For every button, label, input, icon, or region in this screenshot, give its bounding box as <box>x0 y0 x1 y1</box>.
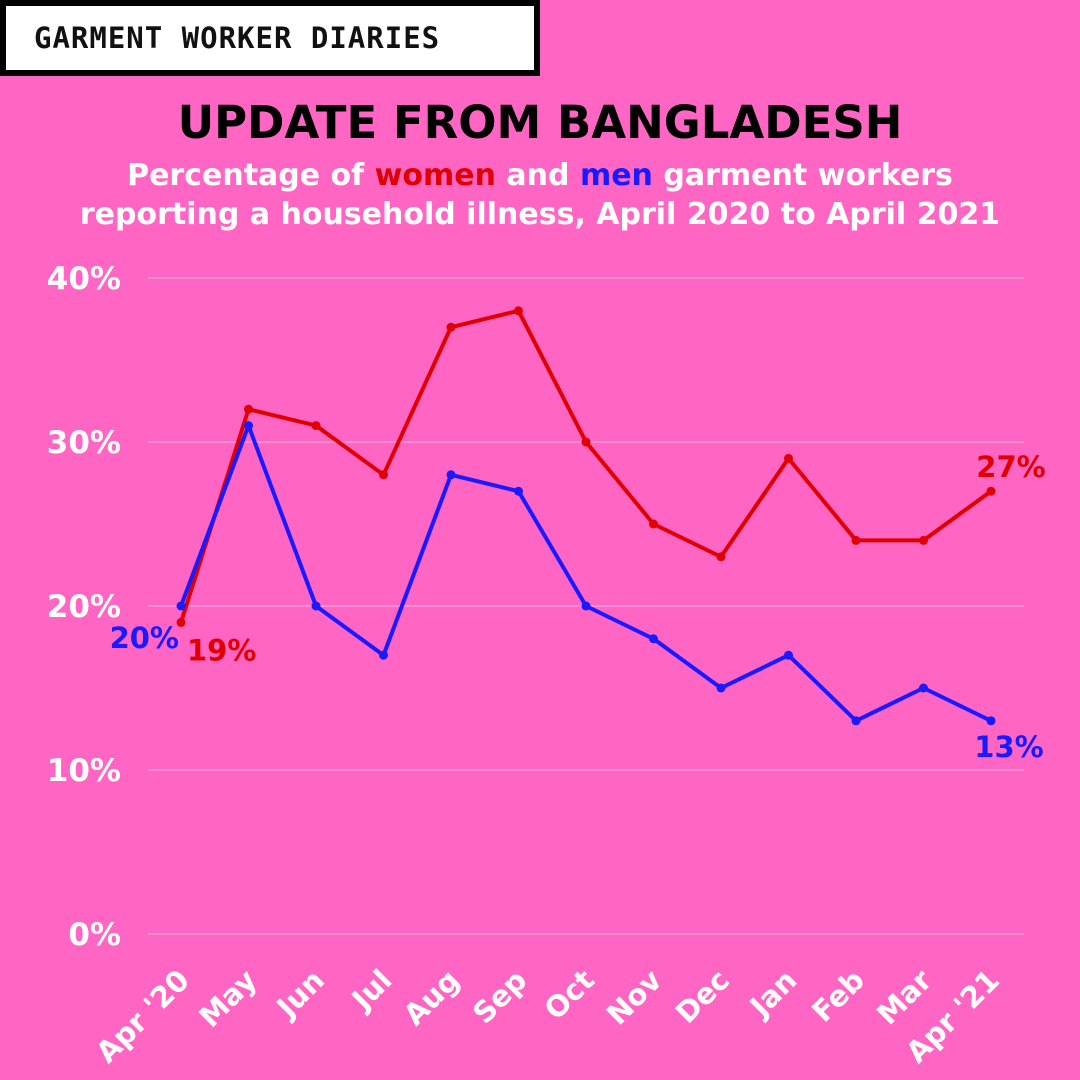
data-point-men <box>446 470 456 480</box>
data-point-men <box>379 650 388 660</box>
data-point-men <box>311 601 321 611</box>
x-tick-label: Jul <box>344 963 399 1018</box>
x-tick-label: Feb <box>805 963 871 1029</box>
data-point-men <box>784 650 793 660</box>
y-tick-label: 10% <box>47 753 121 789</box>
data-label-men: 20% <box>110 621 179 655</box>
data-label-women: 27% <box>976 450 1045 484</box>
data-point-men <box>986 716 996 726</box>
data-point-women <box>176 617 186 627</box>
data-point-women <box>379 470 388 480</box>
data-point-women <box>851 535 861 545</box>
data-point-women <box>986 486 996 496</box>
x-tick-label: May <box>192 963 263 1034</box>
data-point-women <box>784 453 793 463</box>
data-point-women <box>244 404 253 414</box>
data-point-women <box>649 519 658 529</box>
subtitle-men: men <box>579 158 653 193</box>
chart-title: UPDATE FROM BANGLADESH <box>177 96 903 149</box>
y-tick-label: 40% <box>47 261 121 297</box>
data-point-women <box>581 437 591 447</box>
brand-box: GARMENT WORKER DIARIES <box>0 0 540 76</box>
series-line-women <box>179 308 993 625</box>
subtitle-text-1: Percentage of <box>127 158 375 193</box>
data-point-women <box>919 535 928 545</box>
x-tick-label: Jun <box>269 963 331 1025</box>
data-point-men <box>649 634 658 644</box>
subtitle-text-2: and <box>495 158 580 193</box>
x-tick-label: Jan <box>742 963 804 1025</box>
data-point-women <box>514 306 523 316</box>
data-point-men <box>581 601 591 611</box>
data-label-men: 13% <box>974 730 1043 764</box>
data-point-women <box>311 421 321 431</box>
x-tick-label: Dec <box>669 963 736 1030</box>
brand-name: GARMENT WORKER DIARIES <box>34 21 441 55</box>
data-point-women <box>446 322 456 332</box>
data-point-women <box>716 552 726 562</box>
x-tick-label: Nov <box>600 963 669 1032</box>
data-point-men <box>244 421 253 431</box>
series-line-men <box>179 423 993 723</box>
x-tick-label: Oct <box>538 963 602 1027</box>
x-tick-label: Sep <box>466 963 533 1030</box>
y-tick-label: 20% <box>47 589 121 625</box>
data-point-men <box>514 486 523 496</box>
data-point-men <box>851 716 861 726</box>
subtitle-text-3: garment workers <box>652 158 953 193</box>
chart-subtitle: Percentage of women and men garment work… <box>0 156 1080 234</box>
x-tick-label: Apr '20 <box>89 963 196 1070</box>
y-tick-label: 0% <box>68 917 121 953</box>
data-point-men <box>919 683 928 693</box>
data-point-men <box>176 601 186 611</box>
data-point-men <box>716 683 726 693</box>
x-tick-label: Aug <box>397 963 466 1032</box>
y-tick-label: 30% <box>47 425 121 461</box>
subtitle-line-1: Percentage of women and men garment work… <box>0 156 1080 195</box>
subtitle-women: women <box>374 158 496 193</box>
data-label-women: 19% <box>187 633 256 667</box>
subtitle-line-2: reporting a household illness, April 202… <box>79 197 1001 232</box>
